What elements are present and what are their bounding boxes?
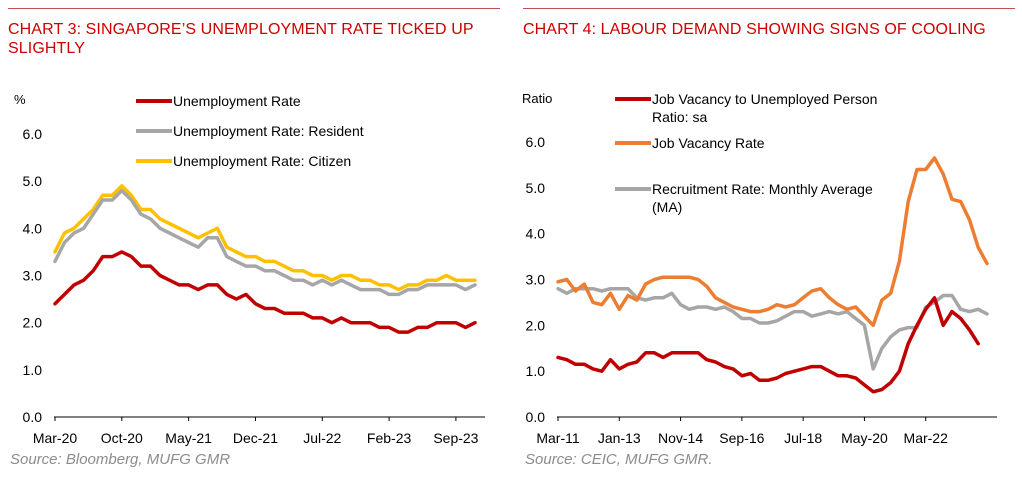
y-tick-label: 6.0 bbox=[23, 126, 43, 142]
y-tick-label: 3.0 bbox=[526, 272, 546, 288]
x-tick-label: Feb-23 bbox=[367, 430, 412, 446]
chart-svg: Ratio 0.0 1.0 2.0 3.0 4.0 5.0 6.0 Mar-11 Jan-13 No… bbox=[522, 91, 997, 446]
y-tick-label: 4.0 bbox=[526, 226, 546, 242]
y-tick-label: 4.0 bbox=[23, 220, 43, 236]
chart-source: Source: CEIC, MUFG GMR. bbox=[525, 451, 713, 468]
y-tick-label: 3.0 bbox=[23, 268, 43, 284]
x-tick-label: Sep-16 bbox=[719, 430, 764, 446]
legend-label-2: Unemployment Rate: Resident bbox=[173, 123, 364, 139]
x-tick-label: Oct-20 bbox=[101, 430, 143, 446]
series-line-3 bbox=[53, 184, 477, 292]
y-tick-label: 1.0 bbox=[23, 362, 43, 378]
chart-panel-3: CHART 3: SINGAPORE’S UNEMPLOYMENT RATE T… bbox=[0, 0, 500, 481]
chart-panel-4: CHART 4: LABOUR DEMAND SHOWING SIGNS OF … bbox=[515, 0, 1015, 481]
y-tick-label: 2.0 bbox=[526, 317, 546, 333]
legend-label-3: Recruitment Rate: Monthly Average (MA) bbox=[652, 181, 873, 215]
series-line-1 bbox=[556, 296, 980, 394]
y-axis-label: Ratio bbox=[522, 91, 552, 106]
y-tick-label: 5.0 bbox=[23, 173, 43, 189]
x-tick-label: Nov-14 bbox=[658, 430, 703, 446]
legend-label-1: Unemployment Rate bbox=[173, 93, 301, 109]
x-tick-label: Sep-23 bbox=[433, 430, 478, 446]
chart-title: CHART 3: SINGAPORE’S UNEMPLOYMENT RATE T… bbox=[8, 21, 474, 57]
chart-source: Source: Bloomberg, MUFG GMR bbox=[10, 451, 231, 468]
x-tick-label: Jan-13 bbox=[598, 430, 641, 446]
legend-label-1: Job Vacancy to Unemployed Person Ratio: s… bbox=[652, 91, 877, 125]
x-tick-label: Mar-11 bbox=[536, 430, 580, 446]
y-tick-label: 0.0 bbox=[23, 409, 43, 425]
x-tick-label: Dec-21 bbox=[233, 430, 278, 446]
legend-label-2: Job Vacancy Rate bbox=[652, 135, 765, 151]
y-tick-label: 2.0 bbox=[23, 315, 43, 331]
series-line-1 bbox=[53, 250, 477, 334]
x-tick-label: May-21 bbox=[165, 430, 212, 446]
series-line-2 bbox=[53, 188, 477, 297]
series-line-3 bbox=[556, 286, 989, 371]
series-line-2 bbox=[556, 156, 989, 328]
y-axis-label: % bbox=[14, 92, 26, 107]
legend-label-3: Unemployment Rate: Citizen bbox=[173, 153, 351, 169]
x-tick-label: Mar-20 bbox=[33, 430, 78, 446]
panel-top-rule bbox=[523, 8, 1015, 9]
y-tick-label: 1.0 bbox=[526, 363, 546, 379]
chart-title: CHART 4: LABOUR DEMAND SHOWING SIGNS OF … bbox=[523, 21, 986, 38]
x-tick-label: Jul-22 bbox=[303, 430, 341, 446]
x-tick-label: Mar-22 bbox=[904, 430, 949, 446]
y-tick-label: 5.0 bbox=[526, 180, 546, 196]
y-tick-label: 6.0 bbox=[526, 134, 546, 150]
x-tick-label: Jul-18 bbox=[784, 430, 822, 446]
chart-svg: % 0.0 1.0 2.0 3.0 4.0 5.0 6.0 Mar-20 Oct-20 May-21… bbox=[14, 92, 485, 446]
y-tick-label: 0.0 bbox=[526, 409, 546, 425]
x-tick-label: May-20 bbox=[841, 430, 888, 446]
panel-top-rule bbox=[8, 8, 500, 9]
